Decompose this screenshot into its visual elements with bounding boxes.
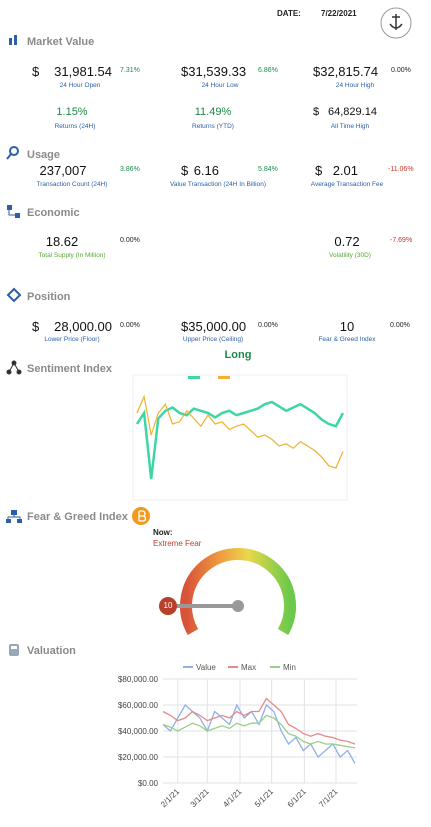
x-tick-label: 4/1/21 — [221, 787, 243, 809]
icon — [9, 35, 17, 45]
now-label: Now: — [153, 528, 173, 537]
value: 11.49% — [194, 106, 232, 118]
value: $31,539.33 — [181, 64, 247, 79]
section-title: Sentiment Index — [27, 363, 112, 375]
label: Value Transaction (24H In Billion) — [170, 181, 266, 188]
x-tick-label: 2/1/21 — [159, 787, 181, 809]
icon — [9, 644, 19, 656]
value: 2.01 — [332, 163, 358, 178]
label: All Time High — [330, 123, 370, 130]
label: Total Supply (In Million) — [38, 252, 106, 259]
y-tick-label: $40,000.00 — [118, 727, 159, 736]
bitcoin-badge — [132, 507, 150, 525]
label: Average Transaction Fee — [310, 181, 384, 188]
change: 7.31% — [120, 67, 140, 74]
logo — [380, 7, 412, 39]
series-line — [162, 714, 356, 749]
date-label: DATE: — [277, 9, 301, 18]
section-title: Economic — [27, 207, 80, 219]
value: 0.72 — [334, 234, 360, 249]
change: 6.86% — [258, 67, 278, 74]
label: Volatility (30D) — [329, 252, 371, 259]
section-title: Usage — [27, 149, 61, 161]
label: Transaction Count (24H) — [36, 181, 108, 188]
value: 28,000.00 — [54, 319, 112, 334]
legend-label: Max — [241, 663, 256, 672]
series-line — [135, 400, 345, 480]
icon — [6, 510, 22, 523]
value: 64,829.14 — [328, 106, 377, 118]
x-tick-label: 3/1/21 — [189, 787, 211, 809]
date: 7/22/2021 — [321, 9, 357, 18]
label: Returns (YTD) — [192, 123, 234, 130]
series-line — [162, 697, 356, 745]
section-title: Fear & Greed Index — [27, 511, 128, 523]
icon — [6, 146, 19, 160]
change: 0.00% — [258, 322, 278, 329]
currency: $ — [315, 163, 323, 178]
change: -11.06% — [388, 166, 414, 173]
y-tick-label: $20,000.00 — [118, 753, 159, 762]
gauge-value: 10 — [163, 601, 173, 610]
label: Fear & Greed Index — [318, 336, 376, 343]
series-line — [136, 394, 344, 469]
icon — [6, 287, 22, 303]
value: 237,007 — [39, 163, 87, 178]
x-tick-label: 7/1/21 — [317, 787, 339, 809]
x-tick-label: 6/1/21 — [286, 787, 308, 809]
change: 0.00% — [120, 237, 140, 244]
currency: $ — [181, 163, 189, 178]
change: 0.00% — [120, 322, 140, 329]
label: 24 Hour Low — [201, 82, 239, 89]
value: 10 — [339, 319, 355, 334]
value: 31,981.54 — [54, 64, 112, 79]
currency: $ — [32, 64, 40, 79]
change: 0.00% — [390, 322, 410, 329]
section-title: Position — [27, 291, 71, 303]
y-tick-label: $80,000.00 — [118, 675, 159, 684]
series-line — [162, 703, 356, 764]
value: 1.15% — [56, 106, 88, 118]
x-tick-label: 5/1/21 — [253, 787, 275, 809]
chart-frame — [132, 374, 348, 501]
value: 6.16 — [193, 163, 219, 178]
legend-label: Value — [196, 663, 216, 672]
change: -7.69% — [390, 237, 413, 244]
legend-label: Min — [283, 663, 296, 672]
icon — [7, 205, 20, 218]
change: 0.00% — [391, 67, 411, 74]
icon — [6, 360, 22, 375]
status: Extreme Fear — [153, 539, 202, 548]
section-title: Market Value — [27, 36, 95, 48]
legend-swatch — [218, 376, 230, 379]
value: $35,000.00 — [181, 319, 247, 334]
value: 18.62 — [45, 234, 79, 249]
label: Lower Price (Floor) — [44, 336, 100, 343]
label: 24 Hour High — [335, 82, 375, 89]
label: 24 Hour Open — [59, 82, 101, 89]
y-tick-label: $60,000.00 — [118, 701, 159, 710]
change: 5.84% — [258, 166, 278, 173]
currency: $ — [313, 106, 320, 118]
currency: $ — [32, 319, 40, 334]
value: $32,815.74 — [313, 64, 379, 79]
legend-swatch — [188, 376, 200, 379]
y-tick-label: $0.00 — [138, 779, 159, 788]
gauge — [159, 548, 296, 635]
signal: Long — [224, 349, 252, 361]
label: Returns (24H) — [54, 123, 96, 130]
change: 3.86% — [120, 166, 140, 173]
label: Upper Price (Ceiling) — [182, 336, 244, 343]
section-title: Valuation — [27, 645, 76, 657]
